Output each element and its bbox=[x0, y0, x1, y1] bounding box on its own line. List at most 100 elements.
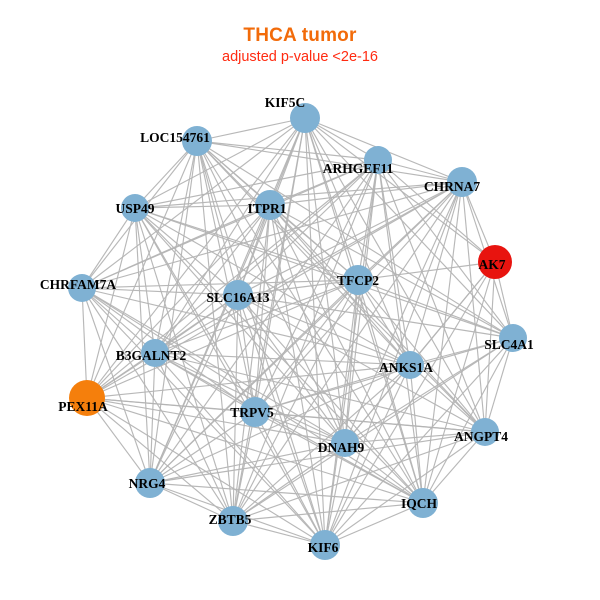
graph-edge bbox=[269, 204, 486, 433]
graph-edge bbox=[422, 261, 496, 504]
graph-edge bbox=[269, 204, 424, 504]
graph-edge bbox=[134, 140, 198, 209]
graph-edge bbox=[149, 431, 486, 484]
graph-node-slc4a1[interactable] bbox=[499, 324, 527, 352]
graph-edge bbox=[324, 159, 379, 546]
graph-edge bbox=[422, 181, 463, 504]
graph-edge bbox=[196, 140, 411, 366]
graph-node-label-slc16a13: SLC16A13 bbox=[206, 290, 269, 305]
graph-edge bbox=[134, 207, 156, 354]
graph-node-itpr1[interactable] bbox=[255, 190, 285, 220]
graph-node-chrfam7a[interactable] bbox=[68, 274, 96, 302]
graph-edge bbox=[196, 140, 463, 183]
graph-edge bbox=[409, 181, 463, 366]
graph-edge bbox=[81, 279, 359, 289]
graph-edge bbox=[81, 181, 463, 289]
graph-edge bbox=[81, 287, 156, 354]
graph-node-label-loc154761: LOC154761 bbox=[140, 130, 210, 145]
graph-edge bbox=[134, 204, 271, 209]
page-subtitle: adjusted p-value <2e-16 bbox=[222, 48, 378, 65]
graph-edge bbox=[154, 352, 234, 522]
graph-node-tfcp2[interactable] bbox=[343, 265, 373, 295]
graph-edge bbox=[86, 364, 411, 399]
graph-edge bbox=[254, 181, 463, 413]
graph-edge bbox=[154, 352, 411, 366]
graph-edge bbox=[422, 431, 486, 504]
graph-edge bbox=[134, 117, 306, 209]
graph-edge bbox=[324, 442, 346, 546]
graph-node-loc154761[interactable] bbox=[182, 126, 212, 156]
graph-node-kif5c[interactable] bbox=[290, 103, 320, 133]
graph-node-label-anks1a: ANKS1A bbox=[379, 360, 433, 375]
graph-edge bbox=[237, 294, 486, 433]
graph-node-pex11a[interactable] bbox=[69, 380, 105, 416]
graph-edge bbox=[344, 337, 514, 444]
graph-edge bbox=[269, 204, 359, 281]
graph-edge bbox=[154, 279, 359, 354]
graph-edge bbox=[409, 364, 486, 433]
graph-edge bbox=[196, 140, 424, 504]
graph-edge bbox=[196, 140, 256, 413]
graph-edge bbox=[344, 442, 424, 504]
graph-node-ak7[interactable] bbox=[478, 245, 512, 279]
graph-edge bbox=[86, 159, 379, 399]
graph-edge bbox=[86, 207, 136, 399]
graph-edge bbox=[237, 294, 256, 413]
graph-edge bbox=[149, 442, 346, 484]
graph-edge bbox=[232, 337, 514, 522]
graph-edge bbox=[344, 279, 359, 444]
graph-node-arhgef11[interactable] bbox=[364, 146, 392, 174]
graph-node-chrna7[interactable] bbox=[447, 167, 477, 197]
graph-node-b3galnt2[interactable] bbox=[141, 339, 169, 367]
graph-node-angpt4[interactable] bbox=[471, 418, 499, 446]
graph-node-iqch[interactable] bbox=[408, 488, 438, 518]
graph-edge bbox=[377, 159, 411, 366]
graph-edge bbox=[232, 411, 256, 522]
graph-edge bbox=[254, 364, 411, 413]
graph-edge bbox=[254, 411, 424, 504]
graph-node-slc16a13[interactable] bbox=[223, 280, 253, 310]
graph-edge bbox=[461, 181, 486, 433]
graph-edge bbox=[196, 117, 306, 142]
graph-node-dnah9[interactable] bbox=[331, 429, 359, 457]
graph-edge bbox=[196, 140, 239, 296]
graph-edge bbox=[324, 364, 411, 546]
graph-edge bbox=[232, 442, 346, 522]
graph-node-nrg4[interactable] bbox=[135, 468, 165, 498]
graph-node-label-usp49: USP49 bbox=[115, 201, 154, 216]
graph-node-usp49[interactable] bbox=[121, 194, 149, 222]
graph-edge bbox=[357, 261, 496, 281]
graph-edge bbox=[196, 140, 326, 546]
graph-edge bbox=[357, 279, 424, 504]
graph-edge bbox=[81, 287, 88, 399]
graph-node-label-ak7: AK7 bbox=[479, 257, 506, 272]
graph-node-zbtb5[interactable] bbox=[218, 506, 248, 536]
graph-edge bbox=[324, 279, 359, 546]
graph-edge bbox=[254, 159, 379, 413]
graph-edge bbox=[269, 204, 411, 366]
graph-edge bbox=[269, 204, 346, 444]
graph-edge bbox=[357, 279, 411, 366]
graph-edge bbox=[154, 204, 271, 354]
edge-layer bbox=[81, 117, 514, 546]
graph-edge bbox=[196, 140, 379, 161]
graph-edge bbox=[232, 181, 463, 522]
graph-node-anks1a[interactable] bbox=[396, 351, 424, 379]
graph-node-label-kif6: KIF6 bbox=[308, 540, 339, 555]
graph-edge bbox=[154, 117, 306, 354]
graph-edge bbox=[81, 207, 136, 289]
graph-edge bbox=[81, 204, 271, 289]
graph-node-kif6[interactable] bbox=[310, 530, 340, 560]
graph-node-label-tfcp2: TFCP2 bbox=[337, 273, 379, 288]
graph-edge bbox=[134, 159, 379, 209]
graph-edge bbox=[344, 364, 411, 444]
graph-edge bbox=[81, 287, 411, 366]
graph-node-label-iqch: IQCH bbox=[401, 496, 438, 511]
graph-edge bbox=[86, 397, 346, 444]
chart-title-block: THCA tumor adjusted p-value <2e-16 bbox=[0, 26, 600, 65]
graph-node-label-b3galnt2: B3GALNT2 bbox=[116, 348, 187, 363]
graph-node-trpv5[interactable] bbox=[240, 397, 270, 427]
graph-node-label-trpv5: TRPV5 bbox=[230, 405, 274, 420]
